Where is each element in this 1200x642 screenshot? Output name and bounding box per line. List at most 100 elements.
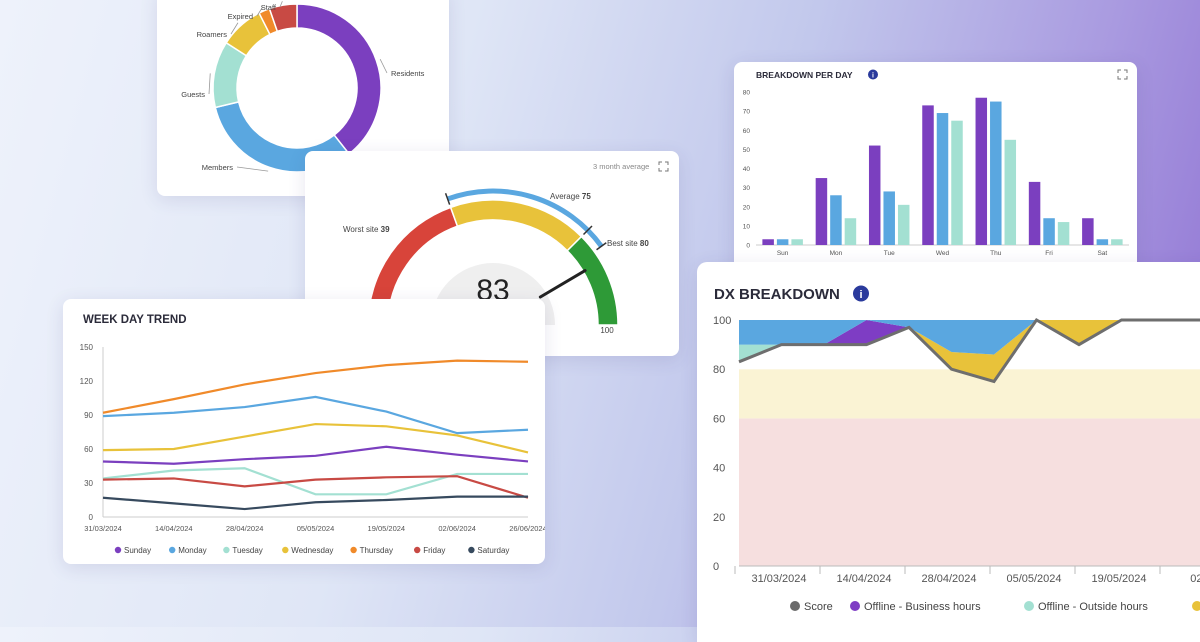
dx-legend-label: Offline - Business hours xyxy=(864,601,981,613)
trend-legend-label: Friday xyxy=(423,546,445,555)
dx-chart: DX BREAKDOWN i 0 20 40 60 80 100 31/03/2024 14/04… xyxy=(713,285,1200,613)
perday-bar-peak xyxy=(1096,239,1109,245)
dx-band xyxy=(739,369,1200,419)
perday-ytick: 80 xyxy=(743,90,751,97)
gauge-average-label: Average 75 xyxy=(550,192,591,201)
trend-ytick: 150 xyxy=(80,343,94,352)
trend-xtick: 05/05/2024 xyxy=(297,524,335,533)
trend-legend-swatch xyxy=(468,546,475,554)
trend-legend-label: Monday xyxy=(178,546,206,555)
trend-card: WEEK DAY TREND 0 30 60 90 120 150 31/03/2024 14/… xyxy=(63,299,545,564)
gauge-worst-value: 39 xyxy=(381,225,390,234)
info-icon-glyph: i xyxy=(872,73,874,80)
expand-icon[interactable] xyxy=(658,161,669,172)
dx-area-ap-offline xyxy=(739,320,1200,382)
trend-xtick: 19/05/2024 xyxy=(368,524,406,533)
expand-icon[interactable] xyxy=(1117,69,1128,80)
trend-ytick: 120 xyxy=(80,377,94,386)
dx-legend-label: Score xyxy=(804,601,833,613)
trend-xtick: 31/03/2024 xyxy=(84,524,122,533)
perday-bar-average xyxy=(897,204,910,245)
gauge-average-value: 75 xyxy=(582,192,591,201)
perday-ytick: 10 xyxy=(743,223,751,230)
dx-score-line xyxy=(738,318,1200,384)
perday-bar-peak xyxy=(883,191,895,245)
dx-xtick: 05/05/2024 xyxy=(1006,573,1061,585)
donut-label: Expired xyxy=(228,12,253,21)
donut-leader-line xyxy=(236,166,269,172)
trend-ytick: 30 xyxy=(84,479,93,488)
trend-ytick: 60 xyxy=(84,445,93,454)
dx-legend-swatch xyxy=(1024,601,1034,611)
perday-xtick: Wed xyxy=(936,250,950,257)
trend-line-sunday xyxy=(102,445,529,465)
trend-legend-label: Saturday xyxy=(477,546,509,555)
perday-xtick: Sun xyxy=(777,250,789,257)
donut-label: Guests xyxy=(181,90,205,99)
trend-line-tuesday xyxy=(102,467,528,496)
perday-bar-peak xyxy=(1043,218,1055,245)
perday-bar-average xyxy=(1004,139,1017,245)
trend-ytick: 0 xyxy=(89,513,94,522)
dx-area-offline-business-hours xyxy=(739,320,1200,382)
perday-ytick: 50 xyxy=(743,147,751,154)
trend-line-thursday xyxy=(102,359,529,414)
perday-bar-average xyxy=(1057,222,1070,245)
perday-xtick: Fri xyxy=(1045,250,1053,257)
perday-ytick: 40 xyxy=(743,166,751,173)
gauge-marker-worst xyxy=(444,193,451,205)
dx-ytick: 40 xyxy=(713,463,725,475)
trend-title: WEEK DAY TREND xyxy=(83,314,187,326)
trend-line-wednesday xyxy=(102,422,529,454)
donut-label: Roamers xyxy=(197,30,228,39)
perday-title: BREAKDOWN PER DAY xyxy=(756,70,853,80)
trend-legend-label: Sunday xyxy=(124,546,151,555)
dx-xtick: 02/06 xyxy=(1190,573,1200,585)
dx-title: DX BREAKDOWN xyxy=(714,286,840,303)
perday-bar-peak xyxy=(936,113,949,245)
info-icon-glyph: i xyxy=(859,289,862,301)
donut-leader-line xyxy=(279,1,283,8)
perday-bar-peak xyxy=(830,195,842,245)
dx-ytick: 20 xyxy=(713,512,725,524)
dx-legend-swatch xyxy=(790,601,800,611)
perday-bar-total xyxy=(1028,181,1041,245)
perday-bar-average xyxy=(791,239,803,245)
trend-legend-swatch xyxy=(223,546,230,554)
dx-xtick: 31/03/2024 xyxy=(751,573,806,585)
donut-card: Residents Members Guests Roamers Expired Staf… xyxy=(157,0,449,196)
dx-xtick: 19/05/2024 xyxy=(1091,573,1146,585)
trend-chart: WEEK DAY TREND 0 30 60 90 120 150 31/03/2024 14/… xyxy=(80,314,545,555)
dx-ytick: 60 xyxy=(713,413,725,425)
dx-band xyxy=(739,418,1200,566)
perday-bar-total xyxy=(762,239,774,245)
perday-bar-total xyxy=(975,97,988,245)
perday-ytick: 20 xyxy=(743,204,751,211)
trend-ytick: 90 xyxy=(84,411,93,420)
gauge-max-label: 100 xyxy=(600,326,614,335)
donut-leader-line xyxy=(208,73,211,95)
gauge-marker-best xyxy=(596,242,607,251)
donut-label: Staff xyxy=(261,3,277,12)
perday-bar-total xyxy=(868,145,881,245)
donut-slice-staff xyxy=(268,3,298,33)
trend-xtick: 02/06/2024 xyxy=(438,524,476,533)
gauge-worst-label: Worst site 39 xyxy=(343,225,390,234)
donut-label: Residents xyxy=(391,69,425,78)
gauge-best-label: Best site 80 xyxy=(607,239,649,248)
info-icon xyxy=(868,69,878,80)
perday-ytick: 30 xyxy=(743,185,751,192)
dx-area-other xyxy=(739,320,1200,355)
dx-ytick: 0 xyxy=(713,561,719,573)
perday-xtick: Tue xyxy=(884,250,895,257)
perday-bar-total xyxy=(1082,218,1094,245)
donut-leader-line xyxy=(230,22,239,35)
perday-ytick: 60 xyxy=(743,128,751,135)
gauge-best-value: 80 xyxy=(640,239,649,248)
perday-chart: BREAKDOWN PER DAY i 0 10 20 30 40 50 60 70 80 Sun Mo… xyxy=(743,69,1129,272)
dx-xtick: 14/04/2024 xyxy=(836,573,891,585)
perday-xtick: Sat xyxy=(1097,250,1107,257)
trend-xtick: 14/04/2024 xyxy=(155,524,193,533)
donut-leader-line xyxy=(256,6,263,17)
gauge-marker-average xyxy=(582,225,593,236)
